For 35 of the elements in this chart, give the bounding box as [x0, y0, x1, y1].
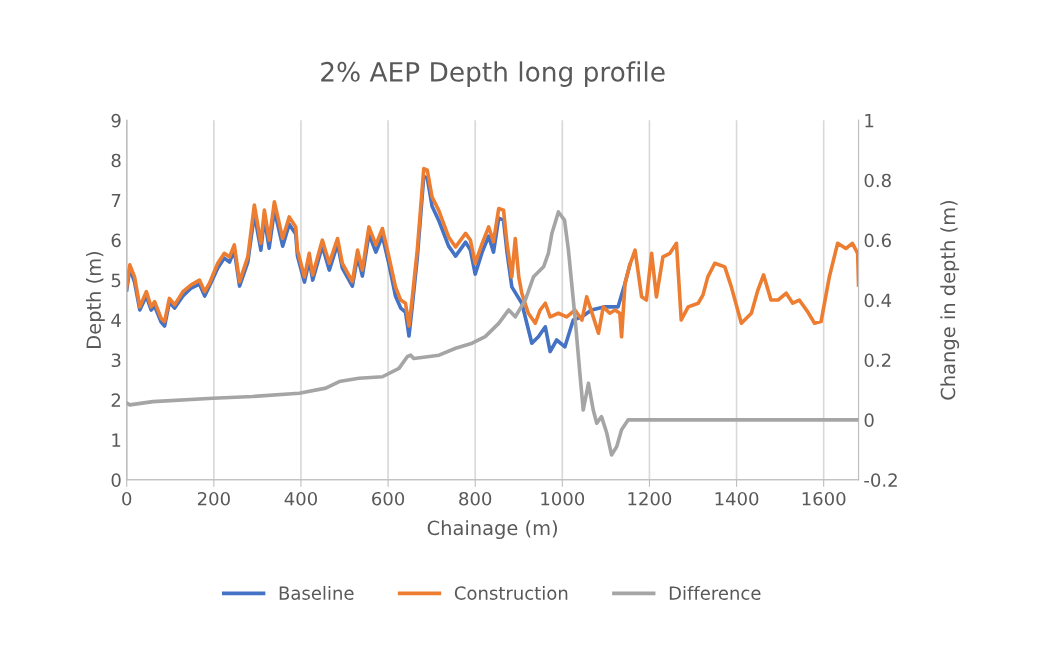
chart-title: 2% AEP Depth long profile [321, 61, 665, 87]
x-tick-label: 1600 [802, 491, 846, 506]
x-axis-title: Chainage (m) [427, 520, 557, 540]
x-tick-label: 1200 [628, 491, 672, 506]
y2-tick-label: 1 [865, 113, 874, 128]
y-tick-label: 2 [111, 393, 121, 407]
y-tick-label: 0 [111, 473, 121, 487]
x-tick-label: 0 [122, 491, 132, 506]
x-tick-label: 400 [284, 491, 317, 506]
y-tick-label: 6 [111, 233, 121, 248]
x-tick-label: 600 [372, 491, 405, 506]
y-tick-label: 9 [111, 113, 121, 128]
x-tick-label: 200 [197, 491, 230, 506]
y2-tick-label: 0.8 [864, 173, 891, 188]
y-tick-label: 5 [111, 273, 121, 288]
y2-tick-label: 0.2 [864, 353, 891, 368]
y2-tick-label: -0.2 [864, 473, 897, 487]
line-series [126, 210, 859, 457]
y-tick-label: 8 [111, 153, 121, 168]
legend-label: Construction [454, 585, 568, 600]
x-tick-label: 1000 [541, 491, 585, 506]
y-tick-label: 4 [111, 313, 121, 327]
y-axis-title: Depth (m) [86, 251, 105, 348]
y2-tick-label: 0 [864, 413, 874, 427]
legend-label: Difference [669, 585, 761, 600]
y-tick-label: 7 [111, 193, 121, 208]
line-series [126, 166, 859, 339]
y2-tick-label: 0.4 [864, 293, 892, 308]
y2-tick-label: 0.6 [864, 233, 891, 248]
y-tick-label: 3 [111, 353, 121, 368]
x-tick-label: 1400 [715, 491, 759, 506]
y2-axis-title: Change in depth (m) [940, 201, 960, 400]
x-tick-label: 800 [459, 491, 492, 506]
legend-label: Baseline [279, 585, 354, 600]
y-tick-label: 1 [112, 433, 121, 447]
